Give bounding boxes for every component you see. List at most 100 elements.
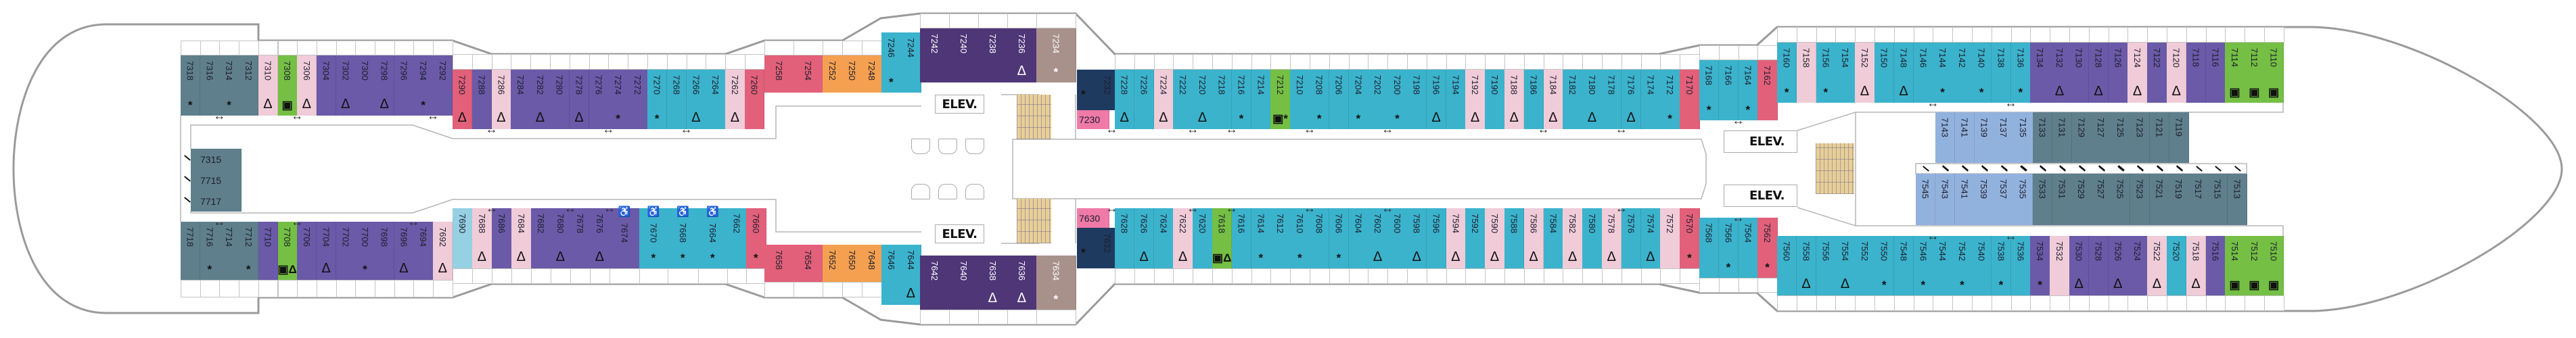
cabin-7644[interactable]: 7644 Δ xyxy=(901,245,921,305)
cabin-7214[interactable]: 7214 xyxy=(1251,70,1271,129)
cabin-7642[interactable]: 7642 xyxy=(920,256,950,310)
cabin-7654[interactable]: 7654 xyxy=(794,245,823,282)
cabin-7310[interactable]: 7310 Δ xyxy=(258,55,279,116)
cabin-7258[interactable]: 7258 xyxy=(764,55,794,93)
cabin-7582[interactable]: 7582 Δ xyxy=(1563,208,1583,268)
cabin-7264[interactable]: 7264 xyxy=(706,70,726,129)
cabin-7137[interactable]: 7137 xyxy=(1994,112,2014,163)
cabin-7690[interactable]: 7690 xyxy=(453,208,473,268)
cabin-7556[interactable]: 7556 xyxy=(1816,236,1836,295)
cabin-7678[interactable]: 7678 xyxy=(570,208,591,268)
cabin-7560[interactable]: 7560 xyxy=(1777,236,1797,295)
cabin-7530[interactable]: 7530 Δ xyxy=(2069,236,2090,295)
cabin-7552[interactable]: 7552 xyxy=(1855,236,1875,295)
cabin-7132[interactable]: 7132 Δ xyxy=(2050,43,2070,103)
cabin-7174[interactable]: 7174 xyxy=(1640,70,1661,129)
cabin-7592[interactable]: 7592 xyxy=(1465,208,1486,268)
cabin-7186[interactable]: 7186 xyxy=(1523,70,1544,129)
cabin-7184[interactable]: 7184 Δ xyxy=(1543,70,1563,129)
cabin-7578[interactable]: 7578 Δ xyxy=(1602,208,1622,268)
cabin-7286[interactable]: 7286 Δ xyxy=(491,70,511,129)
cabin-7144[interactable]: 7144 * xyxy=(1933,43,1953,103)
cabin-7616[interactable]: 7616 xyxy=(1231,208,1252,268)
cabin-7146[interactable]: 7146 xyxy=(1913,43,1933,103)
cabin-7238[interactable]: 7238 xyxy=(978,28,1008,82)
cabin-7650[interactable]: 7650 xyxy=(842,245,862,282)
cabin-7600[interactable]: 7600 xyxy=(1387,208,1408,268)
cabin-7568[interactable]: 7568 xyxy=(1699,218,1720,278)
cabin-7126[interactable]: 7126 xyxy=(2108,43,2128,103)
cabin-7535[interactable]: 7535 xyxy=(2013,174,2033,225)
cabin-7570[interactable]: 7570 * xyxy=(1680,208,1700,268)
cabin-7114[interactable]: 7114 ▣ xyxy=(2225,43,2245,103)
cabin-7624[interactable]: 7624 xyxy=(1153,208,1174,268)
cabin-7670[interactable]: 7670 * ♿ xyxy=(639,207,668,268)
cabin-7604[interactable]: 7604 xyxy=(1348,208,1368,268)
cabin-7318[interactable]: 7318 * xyxy=(181,55,201,116)
cabin-7136[interactable]: 7136 * xyxy=(2010,43,2031,103)
cabin-7135[interactable]: 7135 xyxy=(2013,112,2033,163)
cabin-7192[interactable]: 7192 Δ xyxy=(1465,70,1486,129)
cabin-7158[interactable]: 7158 xyxy=(1796,43,1817,103)
cabin-7574[interactable]: 7574 Δ xyxy=(1640,208,1661,268)
cabin-7246[interactable]: 7246 * xyxy=(881,32,902,93)
cabin-7537[interactable]: 7537 xyxy=(1994,174,2014,225)
cabin-7210[interactable]: 7210 xyxy=(1290,70,1310,129)
cabin-7138[interactable]: 7138 xyxy=(1991,43,2012,103)
cabin-7602[interactable]: 7602 Δ xyxy=(1368,208,1388,268)
cabin-7290[interactable]: 7290 Δ xyxy=(453,70,473,129)
cabin-7156[interactable]: 7156 * xyxy=(1816,43,1836,103)
cabin-7714[interactable]: 7714 xyxy=(219,222,239,280)
cabin-7139[interactable]: 7139 xyxy=(1974,112,1994,163)
cabin-7172[interactable]: 7172 * xyxy=(1660,70,1680,129)
cabin-7548[interactable]: 7548 xyxy=(1893,236,1914,295)
cabin-7270[interactable]: 7270 * xyxy=(647,70,668,129)
cabin-7558[interactable]: 7558 Δ xyxy=(1796,236,1817,295)
cabin-7304[interactable]: 7304 xyxy=(316,55,337,116)
cabin-7306[interactable]: 7306 Δ xyxy=(297,55,317,116)
cabin-7143[interactable]: 7143 xyxy=(1935,112,1956,163)
cabin-7527[interactable]: 7527 xyxy=(2091,174,2111,225)
cabin-7272[interactable]: 7272 xyxy=(628,70,648,129)
cabin-7529[interactable]: 7529 xyxy=(2071,174,2092,225)
cabin-7638[interactable]: 7638 Δ xyxy=(978,256,1008,310)
cabin-7228[interactable]: 7228 Δ xyxy=(1115,70,1135,129)
cabin-7254[interactable]: 7254 xyxy=(794,55,823,93)
cabin-7134[interactable]: 7134 xyxy=(2030,43,2050,103)
cabin-7296[interactable]: 7296 xyxy=(394,55,414,116)
cabin-7224[interactable]: 7224 Δ xyxy=(1153,70,1174,129)
cabin-7630[interactable]: 7630 xyxy=(1077,208,1109,228)
cabin-7234[interactable]: 7234 * xyxy=(1036,28,1076,82)
cabin-7542[interactable]: 7542 * xyxy=(1952,236,1973,295)
cabin-7520[interactable]: 7520 xyxy=(2167,236,2187,295)
cabin-7614[interactable]: 7614 * xyxy=(1251,208,1271,268)
cabin-7532[interactable]: 7532 xyxy=(2050,236,2070,295)
cabin-7517[interactable]: 7517 xyxy=(2188,174,2209,225)
cabin-7298[interactable]: 7298 Δ xyxy=(375,55,395,116)
cabin-7536[interactable]: 7536 xyxy=(2010,236,2031,295)
cabin-7632[interactable]: 7632 * xyxy=(1077,228,1116,268)
cabin-7300[interactable]: 7300 xyxy=(355,55,375,116)
cabin-7688[interactable]: 7688 Δ xyxy=(472,208,492,268)
cabin-7712[interactable]: 7712 * xyxy=(239,222,259,280)
cabin-7119[interactable]: 7119 xyxy=(2169,112,2189,163)
cabin-7292[interactable]: 7292 xyxy=(433,55,453,116)
cabin-7133[interactable]: 7133 xyxy=(2033,112,2053,163)
cabin-7700[interactable]: 7700 * xyxy=(355,222,375,280)
cabin-7533[interactable]: 7533 xyxy=(2032,174,2053,225)
cabin-7180[interactable]: 7180 Δ xyxy=(1582,70,1603,129)
cabin-7708[interactable]: 7708 ▣Δ xyxy=(277,222,298,280)
cabin-7518[interactable]: 7518 Δ xyxy=(2186,236,2207,295)
cabin-7112[interactable]: 7112 ▣ xyxy=(2245,43,2265,103)
cabin-7312[interactable]: 7312 xyxy=(239,55,259,116)
cabin-7680[interactable]: 7680 Δ xyxy=(551,208,571,268)
cabin-7674[interactable]: 7674 ♿ xyxy=(610,207,640,268)
cabin-7606[interactable]: 7606 * xyxy=(1329,208,1350,268)
cabin-7182[interactable]: 7182 xyxy=(1563,70,1583,129)
cabin-7242[interactable]: 7242 xyxy=(920,28,950,82)
cabin-7686[interactable]: 7686 xyxy=(492,208,512,268)
cabin-7544[interactable]: 7544 xyxy=(1933,236,1953,295)
cabin-7580[interactable]: 7580 xyxy=(1582,208,1603,268)
cabin-7164[interactable]: 7164 * xyxy=(1738,60,1758,120)
cabin-7294[interactable]: 7294 * xyxy=(413,55,434,116)
